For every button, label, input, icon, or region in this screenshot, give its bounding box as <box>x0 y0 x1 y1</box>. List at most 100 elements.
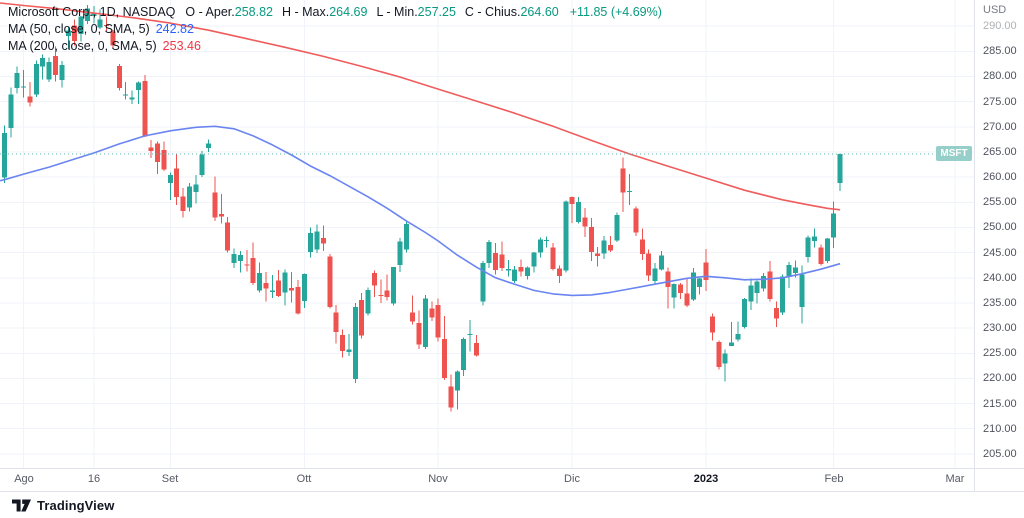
candle[interactable] <box>493 243 499 275</box>
candle[interactable] <box>78 16 84 42</box>
candle[interactable] <box>129 90 135 105</box>
candle[interactable] <box>537 237 543 258</box>
candle[interactable] <box>276 270 282 298</box>
candle[interactable] <box>607 236 613 252</box>
candle[interactable] <box>824 238 830 264</box>
candle[interactable] <box>678 283 684 299</box>
candle[interactable] <box>614 212 620 242</box>
candle[interactable] <box>416 310 422 350</box>
candle[interactable] <box>238 250 243 273</box>
ma200-line[interactable] <box>0 2 841 211</box>
candle[interactable] <box>282 269 288 306</box>
candle[interactable] <box>474 334 479 357</box>
candle[interactable] <box>697 278 703 295</box>
candle[interactable] <box>359 292 365 339</box>
candle[interactable] <box>767 261 773 302</box>
candle[interactable] <box>167 172 173 201</box>
legend-symbol-row[interactable]: Microsoft Corp., 1D, NASDAQ O - Aper.258… <box>8 4 662 21</box>
candle[interactable] <box>155 141 160 174</box>
candle[interactable] <box>384 274 390 301</box>
candle[interactable] <box>741 298 747 329</box>
candle[interactable] <box>263 272 269 302</box>
candle[interactable] <box>142 74 148 137</box>
tradingview-logo[interactable] <box>12 498 31 513</box>
candle[interactable] <box>467 320 473 352</box>
candle[interactable] <box>301 273 307 308</box>
candle[interactable] <box>620 157 626 212</box>
candle[interactable] <box>595 246 601 267</box>
candle[interactable] <box>244 249 250 272</box>
candle[interactable] <box>231 248 237 268</box>
candle[interactable] <box>72 19 78 46</box>
candle[interactable] <box>799 265 805 324</box>
candle[interactable] <box>212 176 218 221</box>
candle[interactable] <box>218 194 224 224</box>
candle[interactable] <box>550 242 556 271</box>
candle[interactable] <box>123 82 129 100</box>
candle[interactable] <box>340 329 345 358</box>
candle[interactable] <box>684 279 690 308</box>
candle[interactable] <box>429 301 435 322</box>
candle[interactable] <box>435 298 441 342</box>
candle[interactable] <box>104 16 109 31</box>
candle[interactable] <box>180 188 186 218</box>
candle[interactable] <box>148 139 154 158</box>
candle[interactable] <box>161 141 167 171</box>
legend-ma200-row[interactable]: MA (200, close, 0, SMA, 5) 253.46 <box>8 38 662 55</box>
tradingview-label[interactable]: TradingView <box>37 497 115 513</box>
candle[interactable] <box>690 268 696 302</box>
candle[interactable] <box>8 87 14 138</box>
candle[interactable] <box>486 239 492 269</box>
candle[interactable] <box>59 61 65 88</box>
candle[interactable] <box>627 174 633 205</box>
candle[interactable] <box>21 69 27 98</box>
candle[interactable] <box>110 29 116 49</box>
candle[interactable] <box>499 241 505 272</box>
candle[interactable] <box>333 305 339 344</box>
candle[interactable] <box>40 54 46 80</box>
candle[interactable] <box>805 235 811 263</box>
candle[interactable] <box>91 5 97 24</box>
candle[interactable] <box>729 321 735 347</box>
candle[interactable] <box>206 139 212 152</box>
candle[interactable] <box>710 313 715 341</box>
candle[interactable] <box>327 254 333 309</box>
candle[interactable] <box>314 224 320 253</box>
candle[interactable] <box>837 153 843 192</box>
candle[interactable] <box>754 280 760 304</box>
candle[interactable] <box>403 222 409 253</box>
candle[interactable] <box>512 266 518 284</box>
candle[interactable] <box>448 374 454 412</box>
candle[interactable] <box>422 294 428 349</box>
price-axis[interactable]: USD 290.00 285.00 280.00 275.00 270.00 265.00… <box>974 0 1024 468</box>
candle[interactable] <box>27 82 33 107</box>
candle[interactable] <box>352 302 358 383</box>
candle[interactable] <box>116 64 122 91</box>
candle[interactable] <box>97 9 103 29</box>
candle[interactable] <box>544 236 550 248</box>
candle[interactable] <box>556 265 562 284</box>
candle[interactable] <box>33 60 39 97</box>
candle[interactable] <box>480 261 486 306</box>
candle[interactable] <box>46 57 52 82</box>
candle[interactable] <box>442 315 448 381</box>
candle[interactable] <box>563 200 569 273</box>
candle[interactable] <box>461 337 467 376</box>
chart-pane[interactable]: MSFT Microsoft Corp., 1D, NASDAQ O - Ape… <box>0 0 974 468</box>
candle[interactable] <box>174 153 180 205</box>
candle[interactable] <box>65 27 71 50</box>
candle[interactable] <box>716 340 722 370</box>
candle[interactable] <box>289 272 294 303</box>
legend-ma50-row[interactable]: MA (50, close, 0, SMA, 5) 242.82 <box>8 21 662 38</box>
candle[interactable] <box>193 175 199 204</box>
candle[interactable] <box>518 259 524 277</box>
candle[interactable] <box>295 279 301 315</box>
candle[interactable] <box>199 150 205 177</box>
candle[interactable] <box>735 321 741 342</box>
candle[interactable] <box>257 262 263 293</box>
candle[interactable] <box>14 66 20 94</box>
candle[interactable] <box>582 208 588 238</box>
candle[interactable] <box>601 236 607 259</box>
candle[interactable] <box>371 270 377 298</box>
candle[interactable] <box>818 244 824 266</box>
